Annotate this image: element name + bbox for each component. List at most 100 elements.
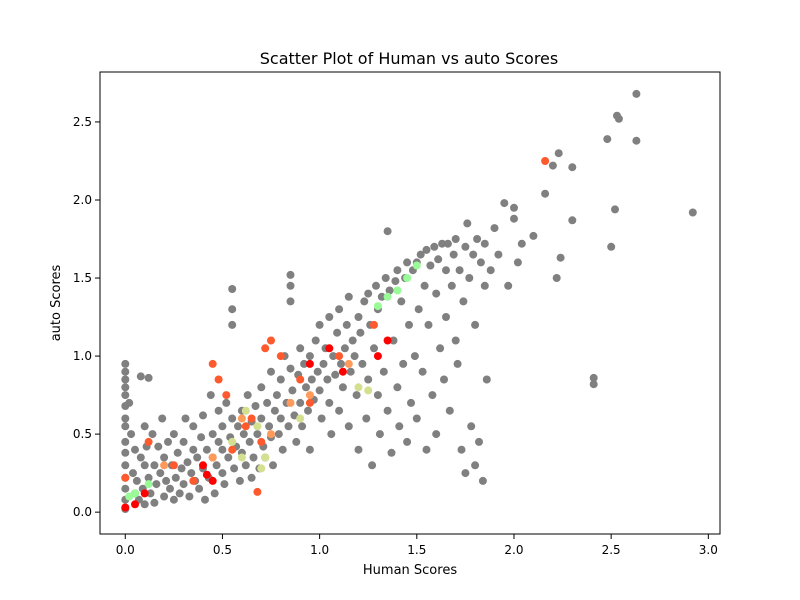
data-point	[296, 375, 305, 384]
data-point	[389, 336, 398, 345]
data-point	[296, 398, 305, 407]
data-point	[152, 480, 161, 489]
data-point	[189, 476, 198, 485]
data-point	[228, 437, 237, 446]
data-point	[286, 281, 295, 290]
data-point	[183, 458, 192, 467]
data-point	[315, 386, 324, 395]
data-point	[325, 398, 334, 407]
data-point	[121, 503, 130, 512]
data-point	[368, 461, 377, 470]
data-point	[267, 367, 275, 376]
data-point	[335, 305, 344, 314]
data-point	[132, 476, 141, 485]
data-point	[354, 313, 363, 321]
data-point	[405, 320, 413, 329]
data-point	[476, 258, 485, 267]
data-point	[469, 250, 478, 259]
data-point	[284, 422, 293, 431]
data-point	[179, 437, 188, 446]
data-point	[360, 297, 369, 306]
data-point	[375, 430, 384, 439]
data-point	[426, 261, 435, 270]
y-tick-label: 0.5	[73, 427, 92, 441]
data-point	[218, 469, 227, 478]
data-point	[632, 89, 641, 98]
data-point	[121, 473, 130, 482]
data-point	[121, 414, 130, 423]
data-point	[228, 445, 237, 454]
data-point	[457, 445, 466, 454]
data-point	[305, 359, 314, 368]
data-point	[224, 453, 233, 462]
data-point	[253, 430, 262, 439]
data-point	[269, 461, 277, 470]
data-point	[234, 422, 242, 431]
data-point	[414, 305, 423, 314]
data-point	[288, 386, 297, 395]
data-point	[391, 277, 400, 286]
data-point	[136, 453, 145, 462]
data-point	[199, 461, 207, 470]
data-point	[490, 224, 499, 233]
y-tick-label: 2.0	[73, 193, 92, 207]
data-point	[383, 227, 392, 236]
data-point	[253, 422, 262, 431]
data-point	[395, 422, 404, 431]
data-point	[422, 245, 431, 254]
data-point	[160, 453, 169, 462]
data-point	[208, 453, 217, 462]
data-point	[688, 208, 697, 217]
data-point	[177, 464, 186, 473]
data-point	[325, 313, 334, 321]
data-point	[121, 437, 130, 446]
data-point	[169, 430, 178, 439]
data-point	[473, 235, 482, 243]
data-point	[296, 414, 305, 423]
data-point	[304, 406, 312, 415]
data-point	[461, 469, 470, 478]
data-point	[352, 391, 361, 400]
data-point	[195, 484, 204, 493]
x-tick-label: 2.5	[602, 543, 621, 557]
data-point	[193, 453, 202, 462]
data-point	[364, 375, 373, 384]
chart-title: Scatter Plot of Human vs auto Scores	[260, 49, 558, 68]
data-point	[554, 149, 563, 158]
data-point	[121, 484, 130, 493]
data-point	[480, 239, 489, 248]
data-point	[171, 473, 180, 482]
data-point	[393, 383, 402, 392]
data-point	[383, 336, 392, 345]
data-point	[478, 476, 487, 485]
data-point	[228, 305, 237, 314]
data-point	[364, 289, 373, 298]
data-point	[358, 359, 367, 368]
data-point	[381, 274, 390, 282]
data-point	[403, 258, 412, 267]
data-point	[331, 370, 340, 379]
data-point	[158, 414, 167, 423]
data-point	[160, 492, 169, 501]
data-point	[140, 422, 149, 431]
data-point	[257, 383, 266, 392]
data-point	[407, 398, 415, 407]
data-point	[500, 199, 509, 208]
data-point	[241, 422, 250, 431]
data-point	[494, 250, 503, 259]
data-point	[267, 336, 275, 345]
data-point	[541, 157, 550, 165]
data-point	[510, 203, 518, 212]
data-point	[286, 270, 295, 279]
data-point	[208, 430, 217, 439]
data-point	[356, 328, 365, 337]
data-point	[160, 461, 169, 470]
data-point	[202, 445, 211, 454]
data-point	[632, 136, 641, 145]
data-point	[131, 500, 139, 509]
data-point	[397, 297, 406, 306]
data-point	[471, 320, 480, 329]
data-point	[125, 398, 134, 407]
data-point	[305, 445, 314, 454]
